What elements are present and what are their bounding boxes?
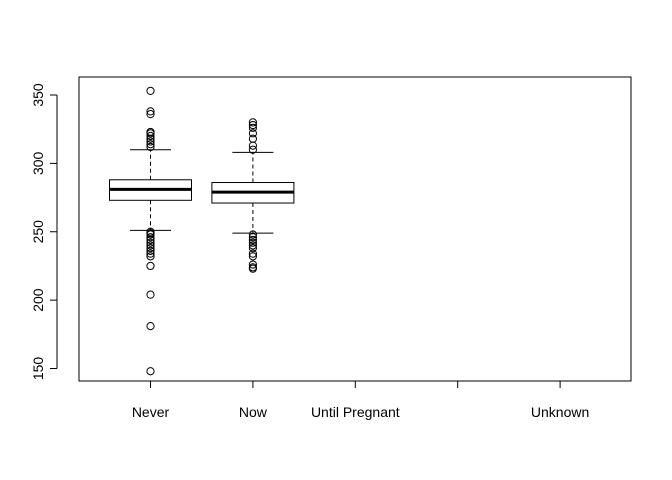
outlier-point: [146, 110, 155, 119]
plot-frame: [78, 76, 632, 382]
outlier-point: [146, 241, 155, 250]
y-tick-label: 150: [30, 357, 46, 381]
outlier-point: [248, 120, 257, 130]
outlier-point: [146, 86, 155, 95]
outlier-point: [248, 241, 257, 250]
outlier-point: [146, 246, 155, 255]
outlier-point: [248, 230, 257, 239]
outlier-point: [146, 142, 155, 152]
outlier-point: [146, 233, 155, 242]
x-tick-label: Never: [132, 404, 170, 420]
outlier-point: [248, 244, 257, 253]
y-tick-label: 300: [30, 151, 46, 175]
outlier-point: [146, 140, 155, 149]
box-group: [109, 86, 192, 376]
outlier-point: [146, 290, 155, 299]
outlier-point: [146, 137, 155, 146]
outlier-point: [146, 252, 155, 261]
x-tick-label: Unknown: [531, 404, 589, 420]
outlier-point: [146, 227, 155, 236]
outlier-point: [248, 249, 257, 258]
outlier-point: [146, 107, 155, 116]
outlier-point: [248, 263, 257, 272]
outlier-point: [146, 131, 155, 141]
outlier-point: [248, 129, 257, 138]
y-tick-label: 350: [30, 83, 46, 107]
outlier-point: [146, 261, 155, 271]
y-tick-label: 250: [30, 220, 46, 244]
outlier-point: [248, 235, 257, 245]
y-tick-label: 200: [30, 288, 46, 312]
outlier-point: [146, 238, 155, 247]
box-group: [211, 118, 295, 273]
outlier-point: [248, 233, 257, 242]
outlier-point: [146, 367, 155, 376]
outlier-point: [248, 260, 257, 269]
outlier-point: [248, 141, 257, 150]
outlier-point: [146, 322, 155, 331]
x-axis: Never Now Until Pregnant Unknown: [132, 380, 589, 420]
boxes: [109, 86, 295, 376]
x-tick-label: Until Pregnant: [311, 404, 400, 420]
outlier-point: [146, 244, 155, 253]
outlier-point: [248, 134, 257, 143]
outlier-point: [248, 252, 257, 261]
outlier-point: [248, 238, 257, 247]
y-axis: 150 200 250 300 350: [30, 83, 58, 381]
outlier-point: [146, 249, 155, 258]
outlier-point: [248, 145, 257, 154]
outlier-point: [146, 127, 155, 137]
outlier-point: [248, 123, 257, 132]
x-tick-label: Now: [239, 404, 268, 420]
outlier-point: [248, 118, 257, 127]
